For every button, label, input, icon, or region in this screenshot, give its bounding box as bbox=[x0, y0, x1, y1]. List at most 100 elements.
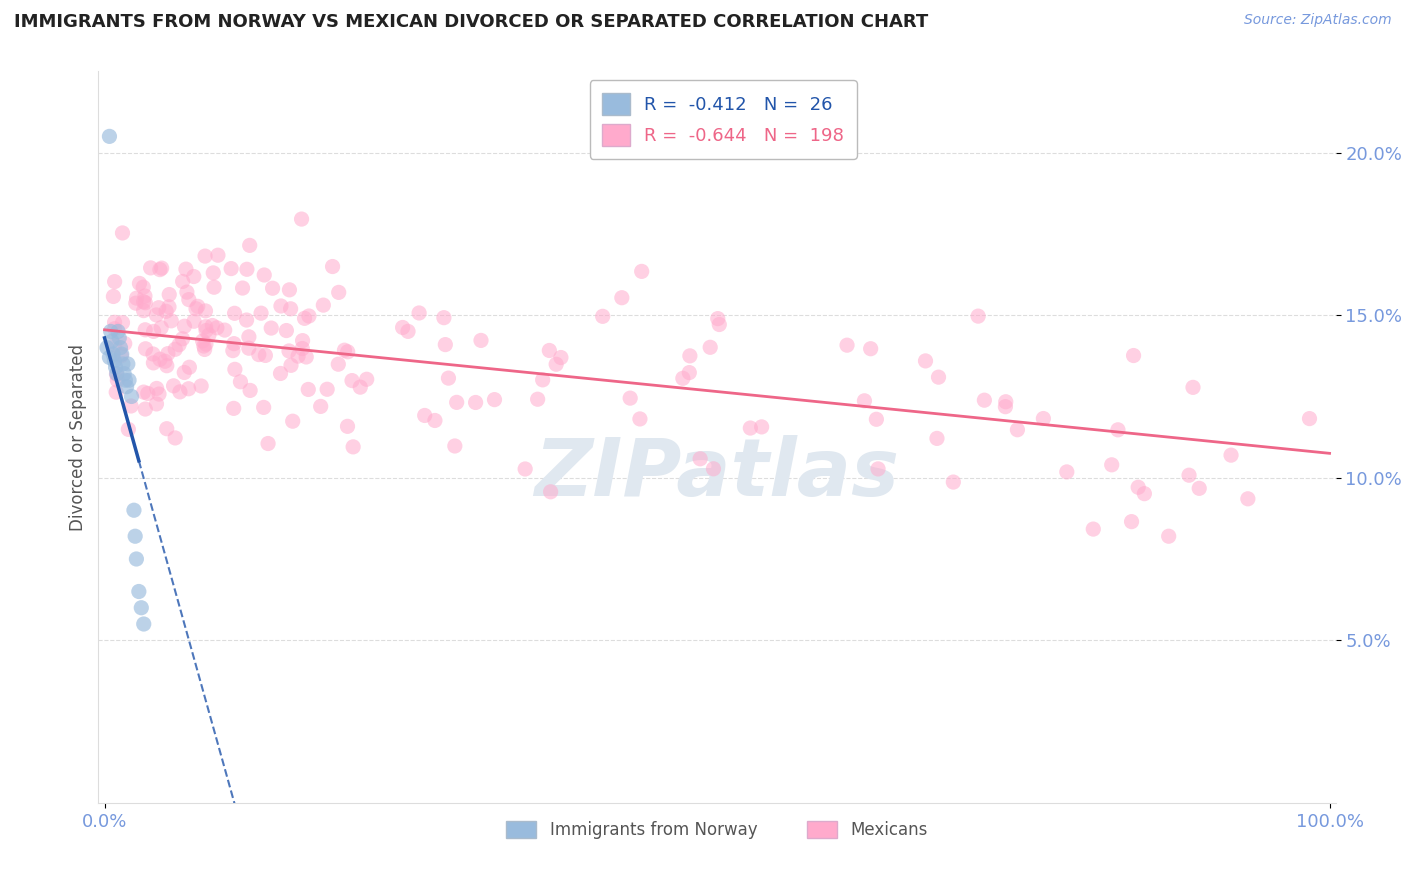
Point bbox=[150, 320, 173, 334]
Point bbox=[142, 347, 165, 361]
Point bbox=[287, 349, 309, 363]
Point bbox=[239, 238, 262, 252]
Y-axis label: Divorced or Separated: Divorced or Separated bbox=[69, 343, 87, 531]
Point bbox=[1157, 529, 1180, 543]
Point bbox=[194, 343, 217, 357]
Point bbox=[157, 300, 180, 314]
Point bbox=[139, 260, 162, 275]
Point bbox=[280, 301, 302, 316]
Point bbox=[148, 301, 170, 315]
Point bbox=[174, 262, 197, 277]
Point bbox=[291, 334, 314, 348]
Point bbox=[145, 308, 167, 322]
Point bbox=[105, 367, 128, 381]
Point bbox=[540, 484, 562, 499]
Point bbox=[396, 324, 419, 338]
Legend: Immigrants from Norway, Mexicans: Immigrants from Norway, Mexicans bbox=[499, 814, 935, 846]
Point bbox=[994, 400, 1017, 414]
Point bbox=[219, 261, 242, 276]
Point bbox=[973, 393, 995, 408]
Point bbox=[260, 321, 283, 335]
Point bbox=[239, 384, 262, 398]
Point bbox=[190, 379, 212, 393]
Point bbox=[994, 394, 1017, 409]
Point bbox=[678, 366, 700, 380]
Point bbox=[183, 269, 205, 284]
Point bbox=[207, 248, 229, 262]
Text: IMMIGRANTS FROM NORWAY VS MEXICAN DIVORCED OR SEPARATED CORRELATION CHART: IMMIGRANTS FROM NORWAY VS MEXICAN DIVORC… bbox=[14, 13, 928, 31]
Point bbox=[103, 289, 125, 303]
Point bbox=[914, 354, 936, 368]
Point bbox=[336, 419, 359, 434]
Point bbox=[865, 412, 887, 426]
Point bbox=[628, 412, 651, 426]
Point bbox=[1178, 468, 1201, 483]
Point bbox=[156, 346, 179, 360]
Point bbox=[238, 330, 260, 344]
Point bbox=[294, 311, 316, 326]
Point bbox=[391, 320, 413, 334]
Point bbox=[172, 332, 194, 346]
Point bbox=[198, 328, 221, 343]
Point bbox=[707, 311, 730, 326]
Point bbox=[105, 373, 128, 387]
Point bbox=[340, 374, 363, 388]
Point bbox=[740, 421, 762, 435]
Point bbox=[129, 600, 152, 615]
Point bbox=[101, 334, 124, 348]
Point bbox=[1220, 448, 1243, 462]
Point bbox=[1007, 423, 1029, 437]
Point bbox=[157, 287, 180, 301]
Point bbox=[160, 314, 183, 328]
Point bbox=[110, 341, 132, 355]
Point bbox=[108, 331, 131, 345]
Point bbox=[526, 392, 548, 407]
Point bbox=[253, 401, 276, 415]
Point bbox=[484, 392, 506, 407]
Point bbox=[1182, 380, 1205, 394]
Point bbox=[100, 325, 122, 339]
Point bbox=[173, 366, 195, 380]
Point bbox=[423, 413, 446, 427]
Point bbox=[183, 314, 205, 328]
Point bbox=[165, 343, 187, 357]
Point bbox=[125, 552, 148, 566]
Point bbox=[103, 322, 125, 336]
Point bbox=[132, 280, 155, 294]
Point bbox=[546, 357, 568, 371]
Point bbox=[156, 422, 179, 436]
Point bbox=[202, 280, 225, 294]
Point bbox=[1101, 458, 1123, 472]
Point bbox=[434, 337, 457, 351]
Point bbox=[270, 367, 292, 381]
Point bbox=[295, 350, 318, 364]
Point bbox=[136, 386, 159, 401]
Point bbox=[134, 323, 156, 337]
Point bbox=[176, 285, 198, 299]
Point bbox=[135, 342, 157, 356]
Point bbox=[859, 342, 882, 356]
Point bbox=[214, 323, 236, 337]
Point bbox=[408, 306, 430, 320]
Point bbox=[699, 340, 721, 354]
Point bbox=[942, 475, 965, 489]
Point bbox=[751, 420, 773, 434]
Point bbox=[165, 431, 187, 445]
Point bbox=[222, 343, 245, 358]
Point bbox=[179, 360, 201, 375]
Point bbox=[235, 313, 257, 327]
Point bbox=[155, 304, 177, 318]
Point bbox=[104, 275, 127, 289]
Point bbox=[689, 451, 711, 466]
Point bbox=[125, 291, 148, 305]
Point bbox=[145, 381, 167, 395]
Point bbox=[117, 357, 139, 371]
Point bbox=[278, 283, 301, 297]
Point bbox=[132, 617, 155, 632]
Point bbox=[464, 395, 486, 409]
Point bbox=[132, 303, 155, 318]
Point bbox=[122, 503, 145, 517]
Point bbox=[110, 349, 132, 363]
Point bbox=[193, 339, 215, 353]
Point bbox=[1237, 491, 1260, 506]
